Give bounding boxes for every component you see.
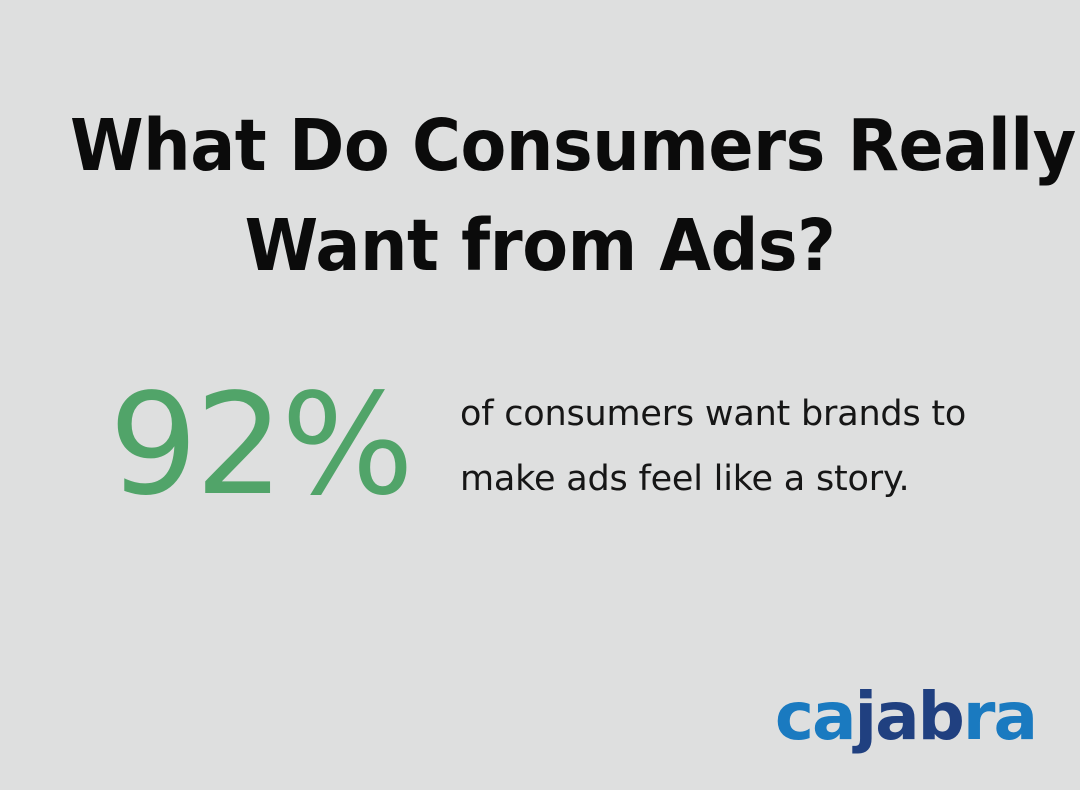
statistic-block: 92% of consumers want brands to make ads…: [60, 372, 1020, 516]
logo-text-part-2: jab: [854, 678, 965, 755]
page-title: What Do Consumers Really Want from Ads?: [0, 96, 1080, 296]
statistic-value: 92%: [108, 364, 414, 527]
page-title-line-2: Want from Ads?: [244, 204, 836, 287]
cajabra-logo: cajabra: [775, 684, 1038, 750]
statistic-description: of consumers want brands to make ads fee…: [460, 394, 967, 499]
page-title-line-1: What Do Consumers Really: [70, 104, 1076, 187]
logo-text-part-3: ra: [962, 678, 1038, 755]
logo-text-part-1: ca: [774, 678, 857, 755]
